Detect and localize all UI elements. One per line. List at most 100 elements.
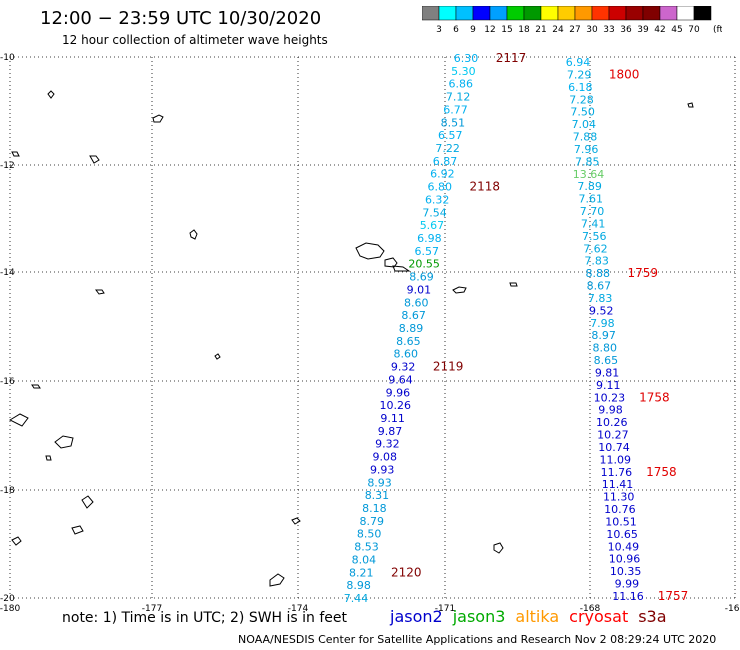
wave-height-value: 7.29 — [567, 68, 592, 81]
scale-label: 70 — [688, 25, 700, 35]
wave-height-value: 8.60 — [404, 296, 429, 309]
wave-height-value: 6.80 — [428, 181, 453, 194]
wave-height-value: 8.98 — [346, 579, 371, 592]
page-title: 12:00 − 23:59 UTC 10/30/2020 — [40, 8, 322, 29]
island-coastline — [384, 257, 398, 268]
wave-height-value: 7.56 — [582, 230, 607, 243]
longitude-label: -165 — [725, 604, 740, 614]
scale-label: 30 — [586, 25, 598, 35]
scale-unit: (ft) — [713, 25, 722, 35]
wave-height-value: 9.11 — [380, 412, 405, 425]
wave-height-value: 6.18 — [568, 81, 593, 94]
scale-label: 36 — [620, 25, 632, 35]
wave-height-value: 7.44 — [344, 592, 369, 605]
wave-height-value: 8.53 — [354, 541, 379, 554]
wave-height-value: 6.94 — [566, 56, 591, 69]
wave-height-value: 9.11 — [596, 379, 621, 392]
scale-label: 27 — [569, 25, 580, 35]
mission-cryosat: cryosat — [569, 607, 629, 626]
wave-height-value: 6.32 — [425, 193, 450, 206]
wave-height-value: 5.30 — [451, 65, 476, 78]
wave-height-value: 9.01 — [407, 283, 432, 296]
wave-height-value: 7.85 — [575, 155, 600, 168]
wave-height-value: 9.99 — [615, 578, 640, 591]
wave-height-value: 6.30 — [454, 52, 479, 65]
wave-height-value: 8.65 — [594, 354, 619, 367]
scale-label: 33 — [603, 25, 614, 35]
island-coastline — [95, 289, 105, 295]
wave-height-value: 9.98 — [598, 404, 623, 417]
wave-height-value: 7.41 — [581, 217, 606, 230]
island-coastline — [71, 525, 84, 535]
wave-height-value: 8.51 — [441, 116, 466, 129]
wave-height-value: 9.96 — [386, 386, 411, 399]
wave-height-value: 7.98 — [590, 317, 615, 330]
wave-height-value: 11.41 — [602, 478, 634, 491]
pass-time-label: 1759 — [627, 266, 658, 280]
pass-time-label: 1800 — [609, 67, 640, 81]
wave-height-value: 7.89 — [577, 180, 602, 193]
island-coastline — [11, 151, 20, 157]
wave-height-value: 10.76 — [604, 503, 636, 516]
wave-height-value: 10.74 — [598, 441, 630, 454]
pass-time-label: 2119 — [433, 360, 464, 374]
wave-height-value: 7.50 — [570, 106, 595, 119]
pass-time-label: 2117 — [496, 51, 527, 65]
island-coastline — [152, 114, 164, 123]
mission-legend: jason2 jason3 altika cryosat s3a — [390, 607, 677, 626]
wave-height-value: 8.50 — [357, 528, 382, 541]
island-coastline — [687, 102, 694, 108]
footer-credit: NOAA/NESDIS Center for Satellite Applica… — [238, 633, 717, 646]
wave-height-value: 8.79 — [359, 515, 384, 528]
wave-height-value: 8.88 — [586, 267, 611, 280]
scale-label: 6 — [453, 25, 459, 35]
pass-time-label: 1758 — [639, 390, 670, 404]
wave-height-value: 6.57 — [438, 129, 463, 142]
longitude-label: -168 — [580, 604, 601, 614]
latitude-label: -18 — [0, 486, 15, 496]
wave-height-value: 8.04 — [352, 553, 377, 566]
island-coastline — [89, 155, 100, 164]
wave-height-value: 11.09 — [599, 453, 631, 466]
island-coastline — [11, 536, 22, 546]
scale-label: 24 — [552, 25, 564, 35]
island-coastline — [45, 455, 52, 461]
scale-label: 39 — [637, 25, 649, 35]
wave-height-value: 8.93 — [367, 476, 392, 489]
wave-height-value: 6.57 — [414, 245, 439, 258]
wave-height-value: 7.70 — [580, 205, 605, 218]
wave-height-value: 10.23 — [594, 391, 626, 404]
wave-height-value: 9.32 — [375, 438, 400, 451]
scale-label: 9 — [470, 25, 476, 35]
wave-height-value: 6.87 — [433, 155, 458, 168]
wave-height-value: 11.16 — [612, 590, 644, 603]
wave-height-value: 7.88 — [573, 131, 598, 144]
wave-height-value: 8.80 — [592, 342, 617, 355]
scale-label: 12 — [484, 25, 495, 35]
latitude-label: -14 — [0, 268, 15, 278]
wave-height-value: 8.89 — [399, 322, 424, 335]
wave-height-value: 7.22 — [435, 142, 460, 155]
wave-height-value: 7.04 — [572, 118, 597, 131]
island-coastline — [291, 517, 301, 525]
wave-height-value: 8.97 — [591, 329, 616, 342]
wave-height-value: 20.55 — [408, 258, 440, 271]
island-coastline — [269, 573, 285, 587]
wave-height-value: 8.31 — [365, 489, 390, 502]
scale-swatch — [693, 6, 712, 21]
island-coastline — [8, 413, 29, 427]
wave-height-value: 7.54 — [422, 206, 447, 219]
scale-label: 45 — [671, 25, 682, 35]
wave-height-value: 7.83 — [584, 255, 609, 268]
latitude-label: -12 — [0, 161, 15, 171]
wave-height-value: 8.67 — [587, 280, 612, 293]
wave-height-value: 9.52 — [589, 304, 614, 317]
mission-jason2: jason2 — [390, 607, 443, 626]
wave-height-value: 10.49 — [608, 540, 640, 553]
wave-height-value: 6.77 — [443, 103, 468, 116]
wave-height-value: 10.26 — [596, 416, 628, 429]
wave-height-value: 9.87 — [378, 425, 403, 438]
note-text: note: 1) Time is in UTC; 2) SWH is in fe… — [62, 610, 348, 626]
wave-height-value: 9.64 — [388, 373, 413, 386]
